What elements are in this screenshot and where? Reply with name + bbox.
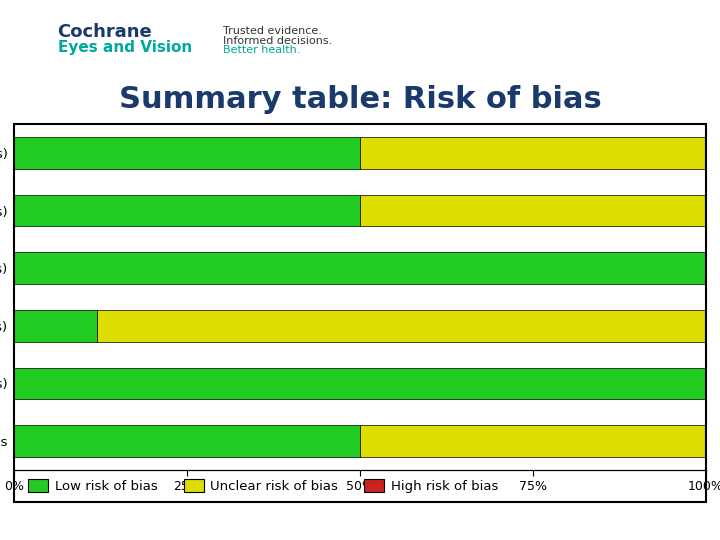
Bar [360,195,706,226]
Bar [97,310,706,342]
Text: Better health.: Better health. [223,45,300,55]
Bar [360,137,706,169]
Bar [14,368,706,399]
Text: Eyes and Vision: Eyes and Vision [58,40,192,55]
Bar [14,195,360,226]
Bar [360,425,706,457]
Text: Informed decisions.: Informed decisions. [223,36,333,45]
Bar [14,252,706,284]
Bar [14,425,360,457]
Bar [14,137,360,169]
Text: Summary table: Risk of bias: Summary table: Risk of bias [119,85,601,114]
Text: Cochrane: Cochrane [58,23,153,42]
Legend: Low risk of bias, Unclear risk of bias, High risk of bias: Low risk of bias, Unclear risk of bias, … [28,479,498,493]
Bar [14,310,97,342]
Text: Trusted evidence.: Trusted evidence. [223,26,322,36]
